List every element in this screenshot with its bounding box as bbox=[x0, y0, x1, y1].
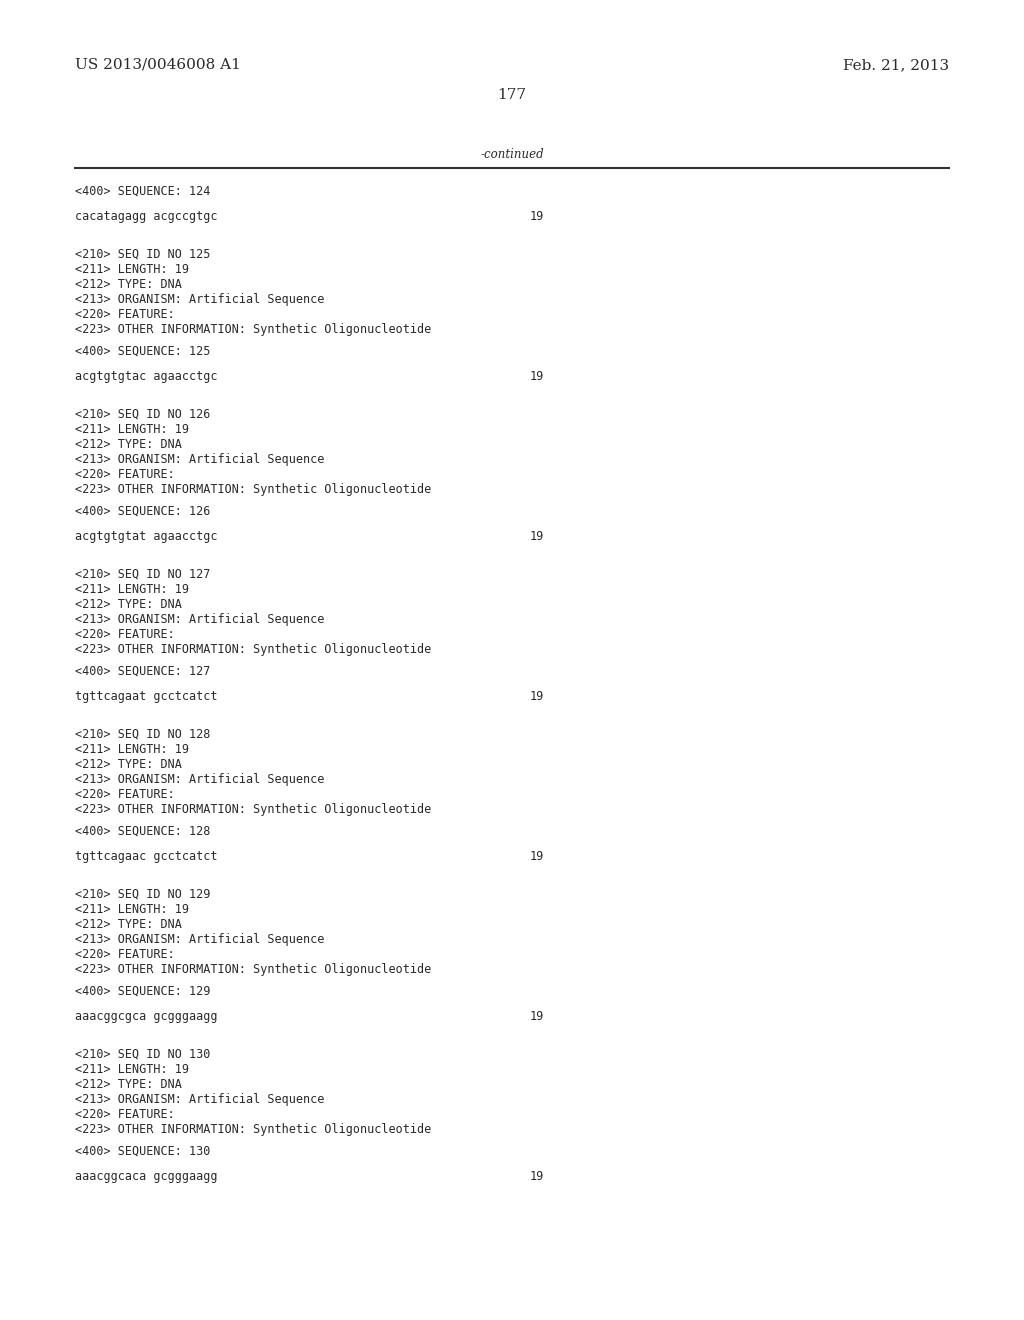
Text: <220> FEATURE:: <220> FEATURE: bbox=[75, 1107, 175, 1121]
Text: 19: 19 bbox=[530, 690, 544, 704]
Text: <210> SEQ ID NO 126: <210> SEQ ID NO 126 bbox=[75, 408, 210, 421]
Text: <223> OTHER INFORMATION: Synthetic Oligonucleotide: <223> OTHER INFORMATION: Synthetic Oligo… bbox=[75, 1123, 431, 1137]
Text: <400> SEQUENCE: 128: <400> SEQUENCE: 128 bbox=[75, 825, 210, 838]
Text: <213> ORGANISM: Artificial Sequence: <213> ORGANISM: Artificial Sequence bbox=[75, 774, 325, 785]
Text: <400> SEQUENCE: 130: <400> SEQUENCE: 130 bbox=[75, 1144, 210, 1158]
Text: <220> FEATURE:: <220> FEATURE: bbox=[75, 948, 175, 961]
Text: acgtgtgtat agaacctgc: acgtgtgtat agaacctgc bbox=[75, 531, 217, 543]
Text: <211> LENGTH: 19: <211> LENGTH: 19 bbox=[75, 583, 189, 597]
Text: <400> SEQUENCE: 129: <400> SEQUENCE: 129 bbox=[75, 985, 210, 998]
Text: <213> ORGANISM: Artificial Sequence: <213> ORGANISM: Artificial Sequence bbox=[75, 453, 325, 466]
Text: -continued: -continued bbox=[480, 148, 544, 161]
Text: <223> OTHER INFORMATION: Synthetic Oligonucleotide: <223> OTHER INFORMATION: Synthetic Oligo… bbox=[75, 803, 431, 816]
Text: <220> FEATURE:: <220> FEATURE: bbox=[75, 628, 175, 642]
Text: <210> SEQ ID NO 128: <210> SEQ ID NO 128 bbox=[75, 729, 210, 741]
Text: tgttcagaat gcctcatct: tgttcagaat gcctcatct bbox=[75, 690, 217, 704]
Text: <213> ORGANISM: Artificial Sequence: <213> ORGANISM: Artificial Sequence bbox=[75, 612, 325, 626]
Text: <220> FEATURE:: <220> FEATURE: bbox=[75, 308, 175, 321]
Text: aaacggcgca gcgggaagg: aaacggcgca gcgggaagg bbox=[75, 1010, 217, 1023]
Text: aaacggcaca gcgggaagg: aaacggcaca gcgggaagg bbox=[75, 1170, 217, 1183]
Text: <220> FEATURE:: <220> FEATURE: bbox=[75, 469, 175, 480]
Text: <220> FEATURE:: <220> FEATURE: bbox=[75, 788, 175, 801]
Text: 19: 19 bbox=[530, 850, 544, 863]
Text: <212> TYPE: DNA: <212> TYPE: DNA bbox=[75, 279, 182, 290]
Text: <223> OTHER INFORMATION: Synthetic Oligonucleotide: <223> OTHER INFORMATION: Synthetic Oligo… bbox=[75, 323, 431, 337]
Text: cacatagagg acgccgtgc: cacatagagg acgccgtgc bbox=[75, 210, 217, 223]
Text: <223> OTHER INFORMATION: Synthetic Oligonucleotide: <223> OTHER INFORMATION: Synthetic Oligo… bbox=[75, 643, 431, 656]
Text: <211> LENGTH: 19: <211> LENGTH: 19 bbox=[75, 1063, 189, 1076]
Text: <211> LENGTH: 19: <211> LENGTH: 19 bbox=[75, 903, 189, 916]
Text: <212> TYPE: DNA: <212> TYPE: DNA bbox=[75, 438, 182, 451]
Text: acgtgtgtac agaacctgc: acgtgtgtac agaacctgc bbox=[75, 370, 217, 383]
Text: 19: 19 bbox=[530, 531, 544, 543]
Text: <211> LENGTH: 19: <211> LENGTH: 19 bbox=[75, 263, 189, 276]
Text: <400> SEQUENCE: 124: <400> SEQUENCE: 124 bbox=[75, 185, 210, 198]
Text: 19: 19 bbox=[530, 370, 544, 383]
Text: <212> TYPE: DNA: <212> TYPE: DNA bbox=[75, 1078, 182, 1092]
Text: <213> ORGANISM: Artificial Sequence: <213> ORGANISM: Artificial Sequence bbox=[75, 293, 325, 306]
Text: <213> ORGANISM: Artificial Sequence: <213> ORGANISM: Artificial Sequence bbox=[75, 1093, 325, 1106]
Text: <210> SEQ ID NO 125: <210> SEQ ID NO 125 bbox=[75, 248, 210, 261]
Text: <210> SEQ ID NO 130: <210> SEQ ID NO 130 bbox=[75, 1048, 210, 1061]
Text: Feb. 21, 2013: Feb. 21, 2013 bbox=[843, 58, 949, 73]
Text: <223> OTHER INFORMATION: Synthetic Oligonucleotide: <223> OTHER INFORMATION: Synthetic Oligo… bbox=[75, 483, 431, 496]
Text: <210> SEQ ID NO 129: <210> SEQ ID NO 129 bbox=[75, 888, 210, 902]
Text: <212> TYPE: DNA: <212> TYPE: DNA bbox=[75, 598, 182, 611]
Text: <400> SEQUENCE: 127: <400> SEQUENCE: 127 bbox=[75, 665, 210, 678]
Text: tgttcagaac gcctcatct: tgttcagaac gcctcatct bbox=[75, 850, 217, 863]
Text: <210> SEQ ID NO 127: <210> SEQ ID NO 127 bbox=[75, 568, 210, 581]
Text: 19: 19 bbox=[530, 1010, 544, 1023]
Text: 19: 19 bbox=[530, 1170, 544, 1183]
Text: <223> OTHER INFORMATION: Synthetic Oligonucleotide: <223> OTHER INFORMATION: Synthetic Oligo… bbox=[75, 964, 431, 975]
Text: <400> SEQUENCE: 126: <400> SEQUENCE: 126 bbox=[75, 506, 210, 517]
Text: <212> TYPE: DNA: <212> TYPE: DNA bbox=[75, 917, 182, 931]
Text: 19: 19 bbox=[530, 210, 544, 223]
Text: <400> SEQUENCE: 125: <400> SEQUENCE: 125 bbox=[75, 345, 210, 358]
Text: 177: 177 bbox=[498, 88, 526, 102]
Text: <213> ORGANISM: Artificial Sequence: <213> ORGANISM: Artificial Sequence bbox=[75, 933, 325, 946]
Text: <211> LENGTH: 19: <211> LENGTH: 19 bbox=[75, 422, 189, 436]
Text: <212> TYPE: DNA: <212> TYPE: DNA bbox=[75, 758, 182, 771]
Text: <211> LENGTH: 19: <211> LENGTH: 19 bbox=[75, 743, 189, 756]
Text: US 2013/0046008 A1: US 2013/0046008 A1 bbox=[75, 58, 241, 73]
